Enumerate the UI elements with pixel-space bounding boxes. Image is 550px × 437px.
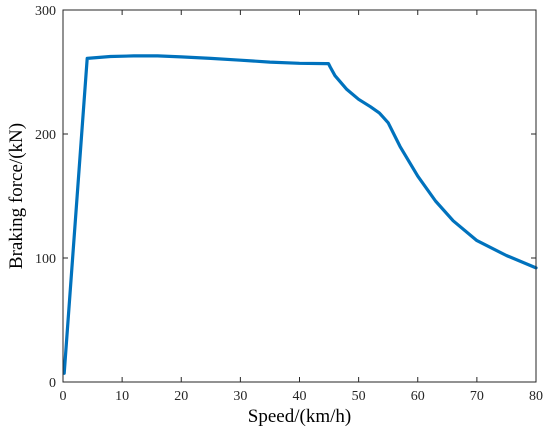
y-tick-label: 200 <box>35 128 56 143</box>
x-tick-label: 40 <box>293 389 307 404</box>
x-tick-label: 80 <box>529 389 543 404</box>
braking-force-series-line <box>62 54 538 375</box>
y-axis-label: Braking force/(kN) <box>6 123 27 269</box>
x-tick-label: 60 <box>411 389 425 404</box>
tick-labels-layer: 0 10 20 30 40 50 60 70 80 0 100 200 300 <box>35 4 543 404</box>
plot-area-box <box>62 9 537 383</box>
x-tick-label: 30 <box>233 389 247 404</box>
x-axis-label: Speed/(km/h) <box>248 406 351 427</box>
y-tick-label: 0 <box>49 376 56 391</box>
x-tick-label: 0 <box>60 389 67 404</box>
y-tick-label: 100 <box>35 252 56 267</box>
series-layer <box>62 54 538 375</box>
x-tick-label: 10 <box>115 389 129 404</box>
x-tick-label: 50 <box>352 389 366 404</box>
x-tick-label: 20 <box>174 389 188 404</box>
y-tick-label: 300 <box>35 4 56 19</box>
x-tick-label: 70 <box>470 389 484 404</box>
ticks-layer <box>62 9 537 383</box>
